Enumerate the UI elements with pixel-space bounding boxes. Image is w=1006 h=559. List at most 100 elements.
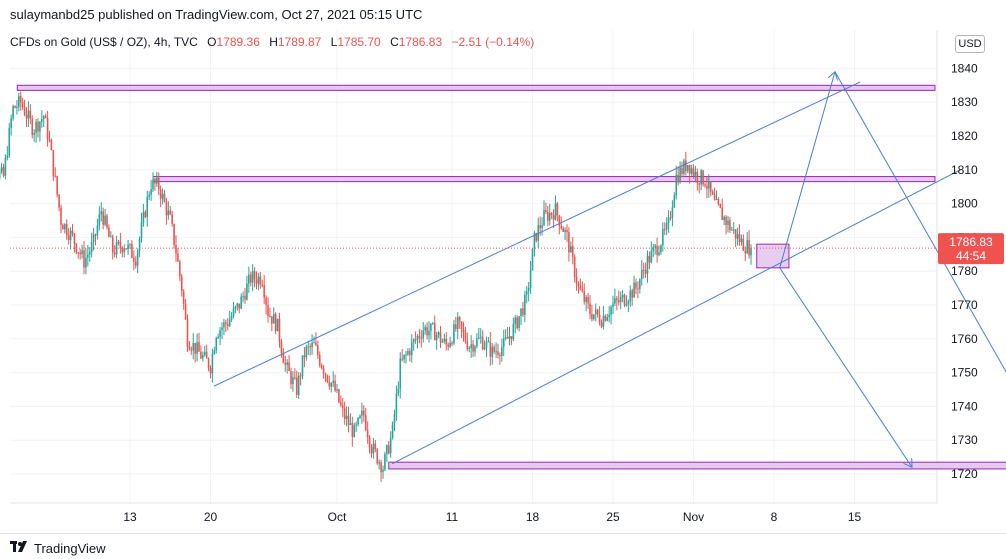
candles (0, 92, 752, 482)
price-tick-label: 1820 (951, 129, 978, 143)
candle-body (555, 203, 557, 219)
candle-body (616, 298, 618, 300)
currency-button[interactable]: USD (955, 35, 985, 53)
candle-body (68, 236, 70, 241)
candle-body (342, 405, 344, 408)
candle-body (258, 276, 260, 283)
candle-body (223, 322, 225, 327)
tradingview-logo-icon (10, 541, 28, 553)
candle-body (438, 332, 440, 335)
candle-body (697, 172, 699, 183)
price-chart[interactable]: 1720173017401750176017701780179018001810… (0, 30, 1006, 530)
candle-body (169, 211, 171, 215)
candle-body (70, 231, 72, 241)
projection-arrow (780, 268, 912, 467)
candle-body (509, 336, 511, 339)
candle-body (695, 172, 697, 176)
price-tick-label: 1840 (951, 61, 978, 75)
candle-body (570, 246, 572, 252)
candle-body (574, 257, 576, 277)
candle-body (583, 291, 585, 302)
candle-body (455, 324, 457, 329)
candle-body (693, 168, 695, 175)
candle-body (261, 285, 263, 286)
candle-body (41, 119, 43, 122)
candle-body (346, 416, 348, 419)
candle-body (729, 220, 731, 230)
candle-body (296, 378, 298, 395)
channel-line (392, 170, 960, 464)
candle-body (156, 178, 158, 184)
candle-body (426, 327, 428, 335)
candle-body (432, 323, 434, 324)
price-axis: 1720173017401750176017701780179018001810… (951, 61, 978, 481)
candle-body (700, 170, 702, 184)
candle-body (225, 322, 227, 324)
candle-body (100, 211, 102, 214)
candle-body (467, 341, 469, 349)
candle-body (214, 350, 216, 354)
candle-body (562, 228, 564, 232)
candle-body (493, 347, 495, 352)
candle-body (436, 335, 438, 340)
candle-body (490, 341, 492, 356)
candle-body (526, 291, 528, 294)
candle-body (329, 382, 331, 387)
candle-body (468, 348, 470, 349)
candle-body (491, 347, 493, 357)
candle-body (376, 449, 378, 463)
candle-body (610, 307, 612, 315)
candle-body (91, 242, 93, 252)
candle-body (325, 374, 327, 376)
candle-body (382, 470, 384, 473)
candle-body (277, 319, 279, 331)
candle-body (421, 338, 423, 339)
candle-body (164, 194, 166, 202)
symbol-name[interactable]: CFDs on Gold (US$ / OZ), 4h, TVC (10, 35, 198, 49)
candle-body (457, 317, 459, 329)
candle-body (361, 411, 363, 416)
candle-body (503, 338, 505, 347)
candle-body (39, 122, 41, 132)
candle-body (589, 303, 591, 314)
candle-body (480, 337, 482, 338)
candle-body (194, 343, 196, 354)
candle-body (66, 224, 68, 236)
time-tick-label: Nov (683, 510, 704, 524)
candle-body (375, 444, 377, 450)
candle-body (664, 229, 666, 230)
candle-body (409, 351, 411, 355)
candle-body (273, 314, 275, 324)
candle-body (654, 246, 656, 248)
high-label: H (269, 35, 278, 49)
candle-body (202, 355, 204, 358)
candle-body (369, 437, 371, 447)
candle-body (744, 251, 746, 253)
candle-body (541, 225, 543, 228)
candle-body (212, 354, 214, 373)
candle-body (559, 215, 561, 226)
candle-body (146, 197, 148, 217)
candle-body (522, 308, 524, 314)
chart-grid (10, 30, 937, 503)
candle-body (315, 342, 317, 345)
time-tick-label: 11 (446, 510, 459, 524)
candle-body (35, 122, 37, 133)
candle-body (691, 168, 693, 173)
candle-body (162, 194, 164, 199)
candle-body (24, 107, 26, 115)
candle-body (64, 224, 66, 229)
price-tick-label: 1810 (951, 163, 978, 177)
candle-body (275, 314, 277, 331)
candle-body (355, 424, 357, 425)
candle-body (246, 284, 248, 300)
candle-body (543, 210, 545, 225)
candle-body (612, 303, 614, 307)
open-value: 1789.36 (217, 35, 260, 49)
candle-body (677, 175, 679, 183)
candle-body (373, 444, 375, 454)
candle-body (708, 182, 710, 189)
candle-body (674, 195, 676, 207)
price-tag-value: 1786.83 (949, 235, 993, 249)
candle-body (221, 328, 223, 330)
